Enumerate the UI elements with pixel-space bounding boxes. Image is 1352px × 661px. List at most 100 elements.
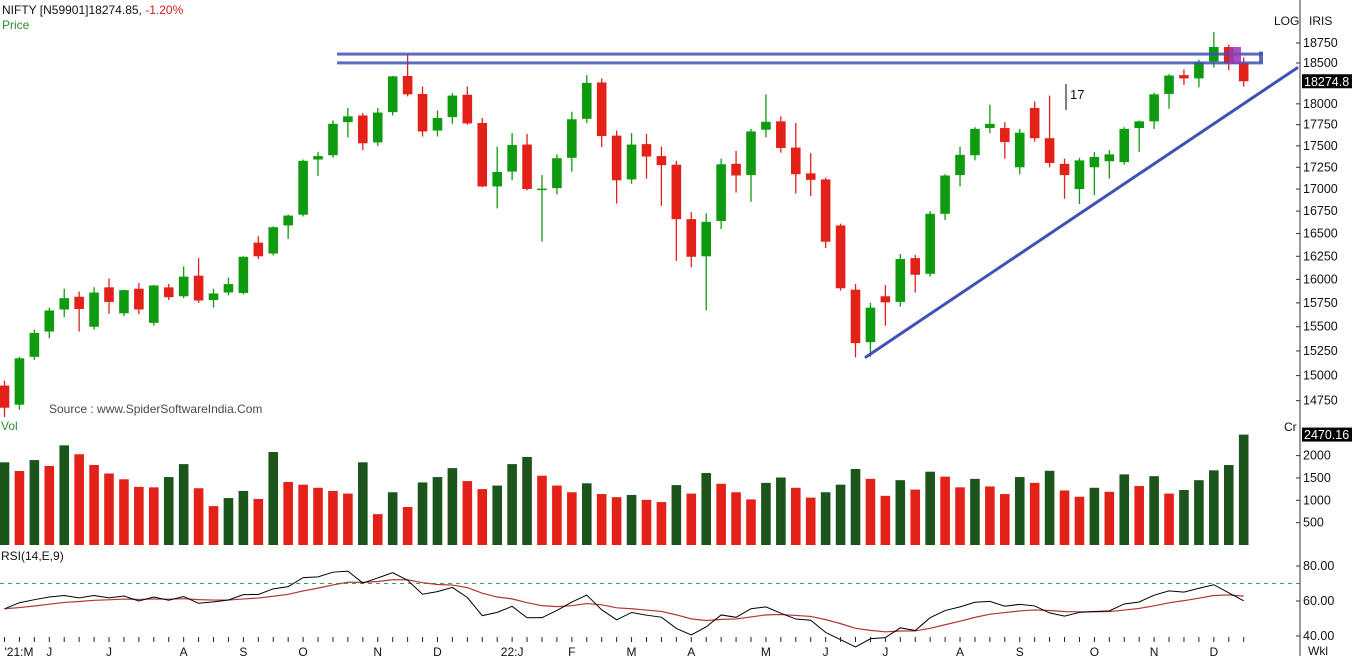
vol-tick-label: 1000: [1303, 493, 1331, 507]
volume-bar: [805, 497, 816, 545]
volume-bar: [0, 462, 10, 545]
candle-body: [1044, 138, 1055, 163]
volume-bar: [178, 464, 189, 545]
candle-body: [865, 307, 876, 343]
resistance-line-lower[interactable]: [337, 61, 1263, 65]
last-price-box: [1302, 74, 1352, 89]
volume-bar: [492, 485, 502, 545]
change-label: -1.20%: [145, 3, 184, 17]
volume-bar: [776, 477, 786, 545]
price-tick-label: 18750: [1303, 36, 1338, 50]
candle-body: [1059, 163, 1070, 176]
volume-bar: [925, 471, 935, 545]
candle-body: [1014, 132, 1025, 168]
volume-bar: [552, 485, 562, 545]
candle-body: [119, 290, 129, 314]
candle-body: [581, 82, 592, 119]
candle-body: [1164, 75, 1174, 94]
volume-bar: [611, 497, 622, 545]
resistance-line-upper[interactable]: [337, 52, 1263, 56]
candle-body: [1194, 62, 1204, 79]
month-label: N: [373, 645, 382, 659]
candle-body: [835, 225, 846, 289]
candle-body: [372, 112, 383, 143]
symbol-label: NIFTY [N59901]18274.85,: [2, 3, 142, 17]
volume-bar: [432, 477, 443, 545]
price-tick-label: 16750: [1303, 204, 1338, 218]
candle-body: [178, 276, 189, 297]
vol-tick-label: 1500: [1303, 471, 1331, 485]
volume-bar: [865, 478, 876, 545]
volume-bar: [537, 475, 547, 545]
candle-body: [716, 164, 726, 221]
candle-body: [253, 242, 264, 257]
volume-bar: [835, 484, 846, 545]
price-tick-label: 18500: [1303, 56, 1338, 70]
volume-bar: [134, 486, 144, 545]
candle-body: [328, 123, 338, 156]
volume-bar: [820, 492, 831, 545]
volume-bar: [104, 473, 114, 545]
price-tick-label: 16250: [1303, 249, 1338, 263]
volume-bar: [283, 481, 293, 545]
month-label: J: [882, 645, 888, 659]
volume-bar: [313, 487, 323, 545]
volume-bar: [1209, 470, 1219, 545]
volume-bar: [1149, 476, 1159, 545]
candle-body: [0, 385, 10, 408]
candle-body: [611, 135, 622, 181]
vol-unit-label: Cr: [1284, 420, 1297, 434]
candle-body: [402, 75, 413, 95]
candle-body: [731, 163, 741, 176]
rsi-panel-label: RSI(14,E,9): [1, 549, 64, 563]
candle-body: [238, 256, 249, 293]
periodicity-label[interactable]: Wkl: [1308, 644, 1328, 658]
candle-body: [193, 275, 204, 301]
volume-bar: [790, 487, 801, 545]
price-tick-label: 15750: [1303, 296, 1338, 310]
candle-body: [447, 95, 458, 118]
candle-body: [268, 227, 279, 254]
volume-bar: [268, 452, 279, 545]
annotation-text[interactable]: 17: [1070, 87, 1084, 102]
candle-body: [761, 121, 771, 130]
last-volume-box: [1302, 427, 1352, 442]
volume-bar: [59, 445, 70, 545]
candle-body: [671, 164, 682, 220]
month-label: N: [1150, 645, 1159, 659]
month-label: A: [956, 645, 964, 659]
volume-bar: [1044, 470, 1055, 545]
volume-bar: [581, 483, 592, 545]
candle-body: [44, 310, 55, 332]
candle-body: [656, 156, 667, 166]
price-tick-label: 18000: [1303, 97, 1338, 111]
volume-bar: [686, 493, 697, 545]
candle-body: [746, 131, 756, 176]
month-label: M: [627, 645, 637, 659]
month-label: S: [1016, 645, 1024, 659]
price-tick-label: 15000: [1303, 369, 1338, 383]
price-tick-label: 17000: [1303, 182, 1338, 196]
candle-body: [89, 292, 99, 327]
price-tick-label: 17500: [1303, 139, 1338, 153]
trendline[interactable]: [864, 66, 1299, 359]
scale-label[interactable]: LOG: [1274, 14, 1300, 28]
volume-bar: [74, 454, 84, 545]
volume-bar: [1059, 490, 1070, 545]
price-tick-label: 16500: [1303, 227, 1338, 241]
selection-handle[interactable]: [1229, 47, 1241, 64]
candle-body: [163, 287, 174, 298]
candle-body: [59, 298, 70, 310]
resistance-end-cap[interactable]: [1259, 51, 1263, 63]
volume-bar: [208, 506, 219, 545]
volume-bar: [1194, 480, 1204, 545]
volume-bar: [731, 492, 741, 545]
candle-body: [1134, 121, 1144, 129]
candle-body: [313, 156, 323, 160]
candle-body: [223, 284, 234, 293]
candle-body: [104, 287, 114, 302]
volume-bar: [14, 471, 25, 545]
candle-body: [462, 94, 473, 124]
candle-body: [567, 119, 577, 158]
